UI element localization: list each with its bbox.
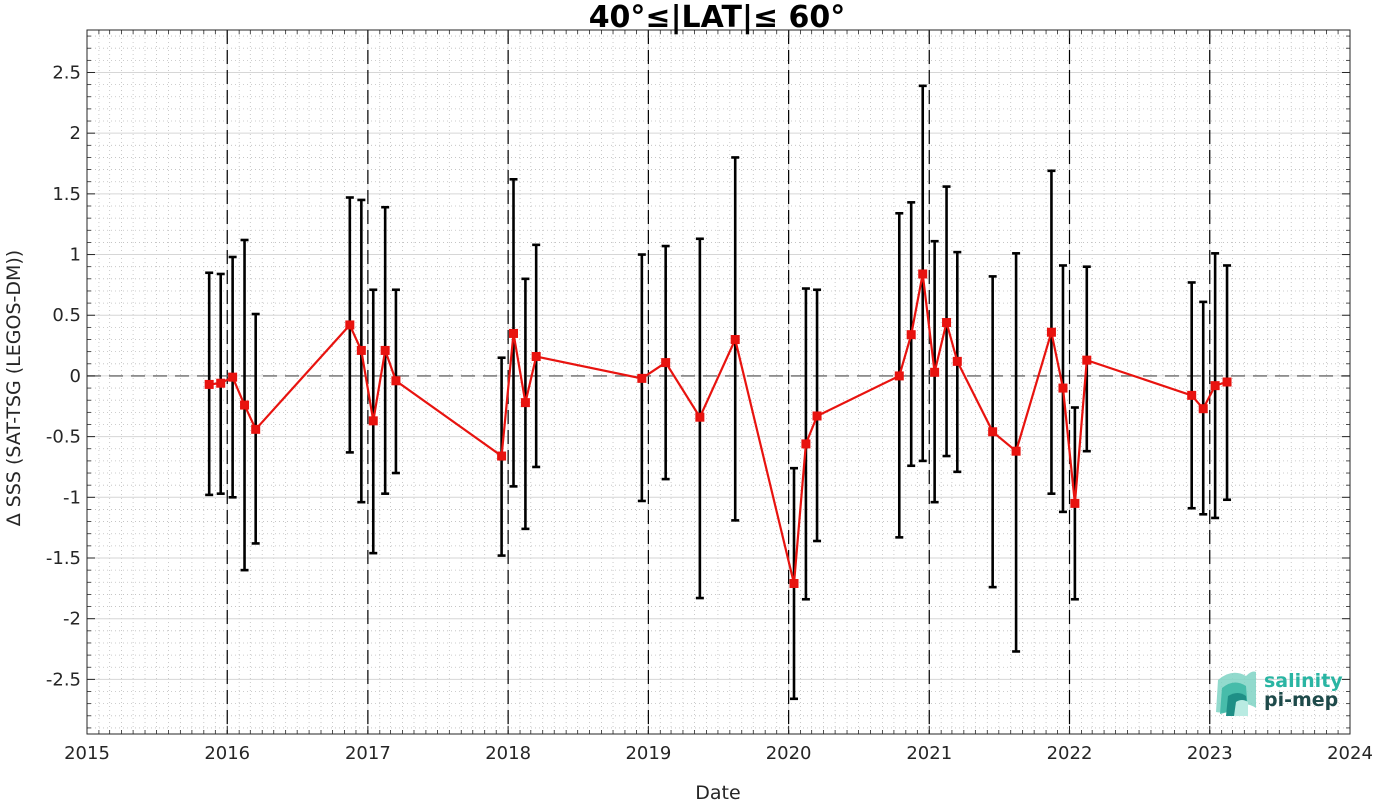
data-point — [391, 376, 401, 386]
y-tick-labels: -2.5 -2 -1.5 -1 -0.5 0 0.5 1 1.5 2 2.5 — [46, 62, 81, 690]
salinity-pi-mep-logo: salinity pi-mep — [1216, 670, 1343, 716]
data-point — [1011, 446, 1021, 456]
data-point — [894, 371, 904, 381]
data-point — [1058, 383, 1068, 393]
x-tick-label: 2017 — [345, 743, 391, 764]
data-point — [988, 427, 998, 437]
data-point — [661, 358, 671, 368]
x-tick-label: 2020 — [766, 743, 812, 764]
y-tick-label: -2.5 — [46, 669, 81, 690]
data-point — [216, 378, 226, 388]
data-point — [906, 330, 916, 340]
data-point — [1198, 404, 1208, 414]
x-tick-label: 2021 — [906, 743, 952, 764]
x-axis-label: Date — [695, 782, 740, 801]
y-tick-label: -0.5 — [46, 427, 81, 448]
data-point — [520, 398, 530, 408]
data-point — [240, 400, 250, 410]
data-point — [695, 412, 705, 422]
x-tick-label: 2023 — [1187, 743, 1233, 764]
data-point — [228, 372, 238, 382]
data-point — [345, 320, 355, 330]
data-point — [497, 451, 507, 461]
data-point — [368, 416, 378, 426]
x-tick-labels: 2015 2016 2017 2018 2019 2020 2021 2022 2023 2024 — [64, 743, 1373, 764]
x-tick-label: 2018 — [485, 743, 531, 764]
plot-frame — [86, 29, 1351, 735]
data-point — [812, 411, 822, 421]
y-tick-label: -1 — [63, 487, 81, 508]
data-point — [918, 269, 928, 279]
data-point — [1046, 327, 1056, 337]
data-point — [356, 345, 366, 355]
data-point — [1187, 390, 1197, 400]
y-axis-label: Δ SSS (SAT-TSG (LEGOS-DM)) — [3, 250, 25, 526]
x-tick-label: 2015 — [64, 743, 110, 764]
data-point — [730, 335, 740, 345]
major-grid — [87, 30, 1350, 734]
data-point — [930, 367, 940, 377]
y-tick-label: 2 — [70, 123, 81, 144]
minor-grid — [87, 30, 1350, 734]
logo-text-pi-mep: pi-mep — [1264, 689, 1338, 711]
y-tick-label: 0.5 — [52, 305, 81, 326]
data-point — [380, 345, 390, 355]
data-point — [251, 424, 261, 434]
x-tick-label: 2024 — [1327, 743, 1373, 764]
x-tick-label: 2016 — [204, 743, 250, 764]
data-point — [637, 373, 647, 383]
y-tick-label: 2.5 — [52, 62, 81, 83]
y-tick-label: -2 — [63, 609, 81, 630]
data-point — [1222, 377, 1232, 387]
axis-ticks — [86, 30, 1351, 734]
data-point — [801, 439, 811, 449]
y-tick-label: 1.5 — [52, 184, 81, 205]
series-markers — [204, 269, 1232, 588]
data-point — [204, 379, 214, 389]
y-tick-label: -1.5 — [46, 548, 81, 569]
x-tick-label: 2019 — [625, 743, 671, 764]
data-point — [1070, 498, 1080, 508]
x-tick-label: 2022 — [1047, 743, 1093, 764]
data-point — [531, 352, 541, 362]
y-tick-label: 1 — [70, 245, 81, 266]
logo-text-salinity: salinity — [1264, 670, 1343, 692]
data-point — [942, 318, 952, 328]
data-point — [509, 328, 519, 338]
y-tick-label: 0 — [70, 366, 81, 387]
chart-title: 40°≤|LAT|≤ 60° — [589, 0, 846, 35]
data-point — [1210, 381, 1220, 391]
wave-icon — [1216, 671, 1256, 716]
data-point — [1082, 355, 1092, 365]
data-point — [789, 578, 799, 588]
data-point — [952, 356, 962, 366]
